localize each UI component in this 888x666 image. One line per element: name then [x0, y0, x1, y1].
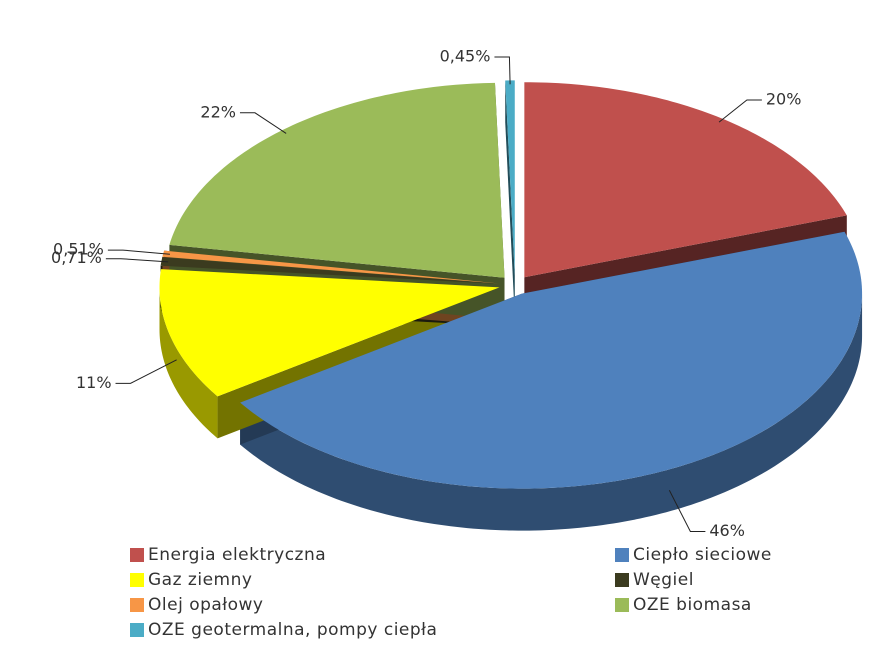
- leader-line: [105, 258, 169, 263]
- data-label: 22%: [200, 102, 236, 121]
- data-label: 0,71%: [51, 248, 102, 267]
- slice: [159, 269, 500, 397]
- slice-side: [240, 293, 863, 531]
- slice-wall: [505, 80, 515, 318]
- data-label: 0,51%: [53, 240, 104, 259]
- data-label: 11%: [76, 373, 112, 392]
- legend-label: OZE geotermalna, pompy ciepła: [148, 620, 437, 640]
- legend-swatch: [130, 573, 144, 587]
- data-label: 46%: [709, 521, 745, 540]
- leader-line: [494, 56, 511, 85]
- slice: [162, 250, 500, 284]
- legend-label: Węgiel: [633, 570, 694, 590]
- slice: [240, 231, 863, 489]
- leader-line: [668, 490, 706, 533]
- leader-line: [115, 359, 177, 384]
- legend-swatch: [130, 623, 144, 637]
- legend-label: Energia elektryczna: [148, 545, 326, 565]
- slice: [169, 82, 505, 278]
- legend-swatch: [130, 598, 144, 612]
- slice: [160, 257, 500, 284]
- legend-swatch: [130, 548, 144, 562]
- legend-label: Gaz ziemny: [148, 570, 252, 590]
- legend-swatch: [615, 573, 629, 587]
- legend-label: OZE biomasa: [633, 595, 752, 615]
- slice: [524, 82, 847, 278]
- leader-line: [107, 249, 170, 255]
- slice-side: [159, 287, 218, 439]
- legend-label: Olej opałowy: [148, 595, 264, 615]
- legend-label: Ciepło sieciowe: [633, 545, 772, 565]
- leader-line: [718, 99, 762, 123]
- slice: [505, 80, 515, 276]
- leader-line: [239, 112, 287, 134]
- data-label: 0,45%: [440, 47, 491, 66]
- legend-swatch: [615, 598, 629, 612]
- data-label: 20%: [766, 89, 802, 108]
- legend-swatch: [615, 548, 629, 562]
